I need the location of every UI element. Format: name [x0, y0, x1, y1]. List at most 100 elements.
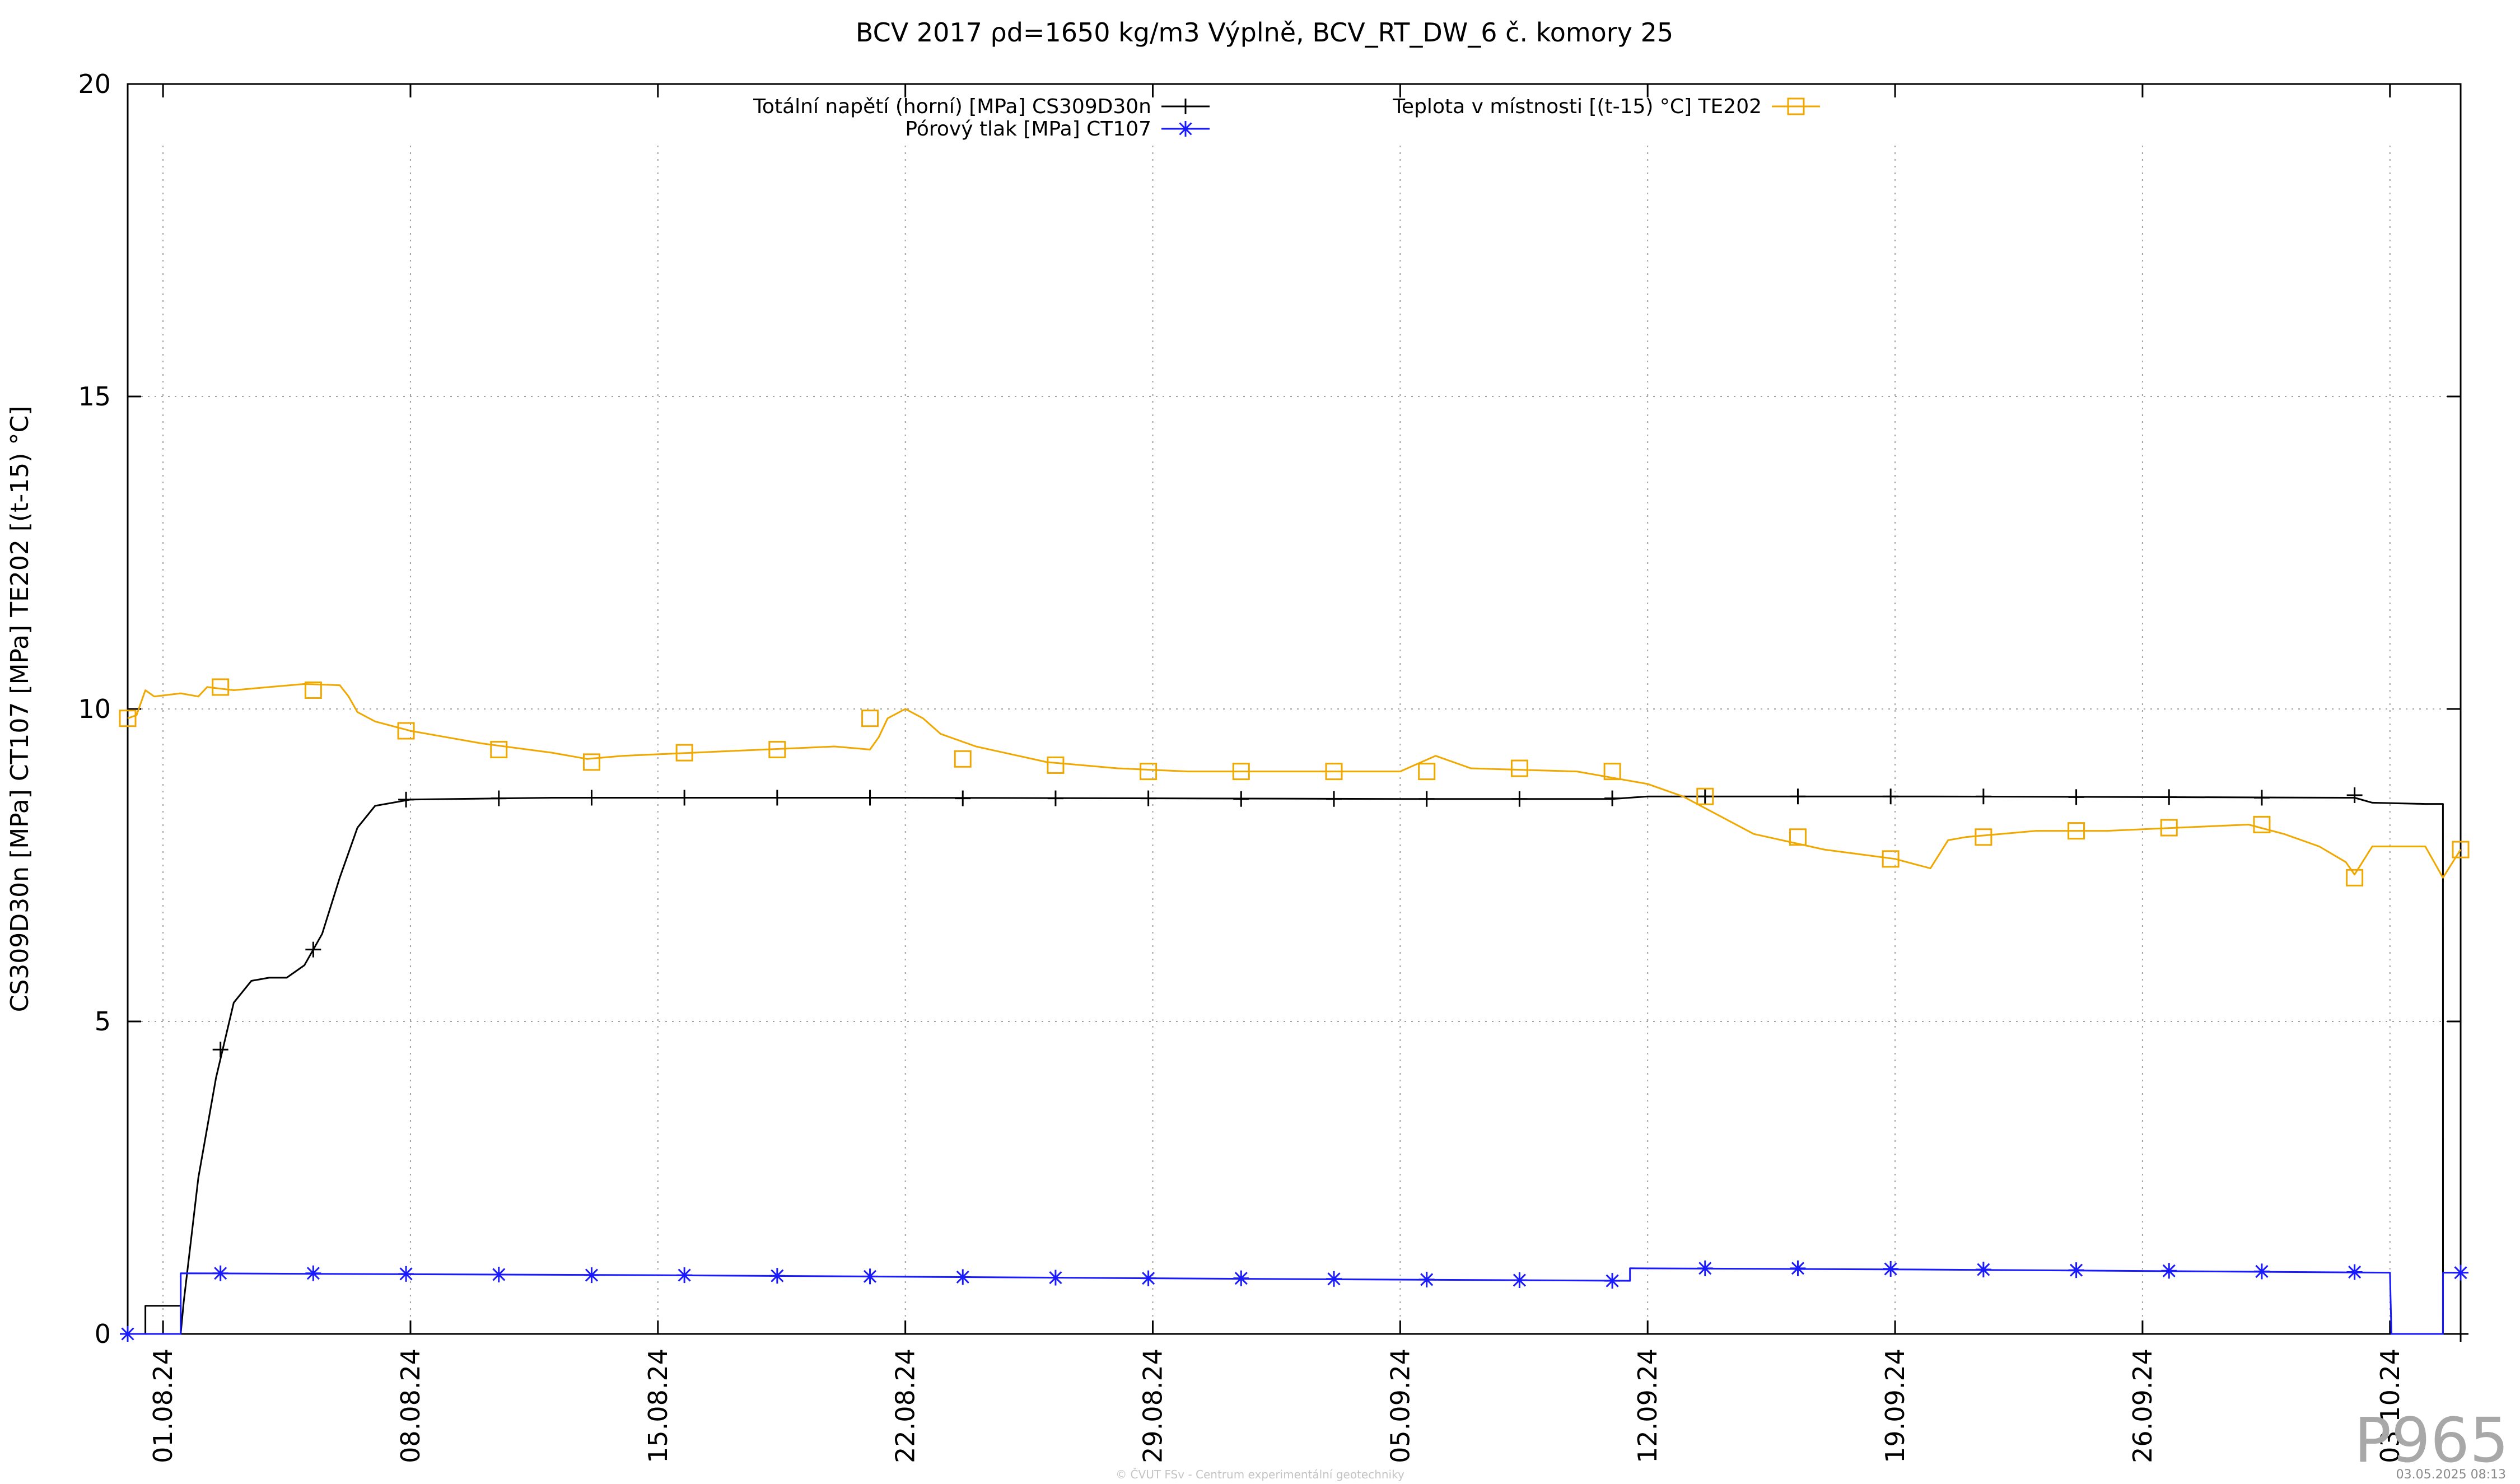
- x-tick-label: 05.09.24: [1385, 1348, 1415, 1463]
- data-point-room-temperature: [1789, 828, 1807, 846]
- x-tick-label: 15.08.24: [643, 1348, 673, 1463]
- data-point-room-temperature: [119, 710, 137, 727]
- data-point-pore-pressure: [2346, 1264, 2363, 1280]
- legend-label-room-temperature: Teplota v místnosti [(t-15) °C] TE202: [1392, 95, 1762, 118]
- data-point-room-temperature: [1603, 763, 1621, 781]
- data-point-total-stress: [1047, 790, 1063, 806]
- data-point-room-temperature: [2160, 819, 2178, 837]
- legend-swatch-total-stress: [1161, 99, 1210, 114]
- data-point-room-temperature: [1140, 763, 1158, 781]
- data-point-pore-pressure: [212, 1265, 228, 1281]
- data-point-total-stress: [2453, 1326, 2468, 1342]
- data-point-room-temperature: [768, 741, 786, 759]
- data-point-pore-pressure: [2453, 1264, 2468, 1281]
- legend-swatch-room-temperature: [1772, 97, 1820, 115]
- data-point-room-temperature: [1510, 759, 1528, 777]
- y-tick-label: 15: [78, 381, 111, 412]
- data-point-room-temperature: [1047, 756, 1065, 774]
- data-point-pore-pressure: [769, 1268, 785, 1284]
- series-lines: [127, 683, 2462, 1335]
- data-point-total-stress: [2346, 787, 2363, 804]
- legend-marker: [1787, 97, 1805, 115]
- y-axis-label: CS309D30n [MPa] CT107 [MPa] TE202 [(t-15…: [6, 406, 34, 1012]
- data-point-room-temperature: [2253, 815, 2271, 833]
- data-point-total-stress: [769, 790, 785, 806]
- series-line-room-temperature: [127, 683, 2462, 879]
- data-point-pore-pressure: [1697, 1260, 1713, 1276]
- data-point-pore-pressure: [1326, 1271, 1342, 1287]
- data-point-room-temperature: [1232, 763, 1250, 781]
- series-line-total-stress: [128, 795, 2461, 1335]
- data-point-total-stress: [1604, 790, 1621, 806]
- data-point-room-temperature: [2452, 841, 2470, 858]
- data-point-total-stress: [2253, 790, 2270, 806]
- legend: Totální napětí (horní) [MPa] CS309D30n P…: [753, 95, 1820, 141]
- data-point-total-stress: [1233, 791, 1249, 807]
- x-tick-label: 08.08.24: [395, 1348, 426, 1463]
- data-point-pore-pressure: [2161, 1263, 2177, 1279]
- data-point-pore-pressure: [1047, 1270, 1063, 1286]
- data-point-pore-pressure: [305, 1265, 321, 1281]
- x-tick-label: 26.09.24: [2127, 1348, 2158, 1463]
- data-point-total-stress: [862, 790, 878, 806]
- data-point-room-temperature: [861, 710, 879, 727]
- data-point-room-temperature: [2346, 869, 2364, 886]
- data-point-total-stress: [1418, 791, 1435, 807]
- y-tick-label: 20: [78, 69, 111, 99]
- chart-title: BCV 2017 ρd=1650 kg/m3 Výplně, BCV_RT_DW…: [856, 17, 1673, 48]
- watermark: P965: [2354, 1404, 2509, 1476]
- legend-entry-room-temperature: Teplota v místnosti [(t-15) °C] TE202: [1392, 95, 1820, 118]
- legend-swatch-pore-pressure: [1161, 121, 1210, 137]
- x-tick-label: 03.10.24: [2375, 1348, 2405, 1463]
- data-point-pore-pressure: [2253, 1263, 2270, 1280]
- data-point-total-stress: [1326, 791, 1342, 807]
- series-line-pore-pressure: [128, 1267, 2461, 1335]
- data-point-room-temperature: [1696, 787, 1714, 805]
- data-point-pore-pressure: [862, 1268, 878, 1285]
- x-tick-label: 29.08.24: [1138, 1348, 1168, 1463]
- data-point-total-stress: [2161, 789, 2177, 805]
- data-point-total-stress: [676, 790, 693, 806]
- data-point-total-stress: [584, 790, 600, 806]
- data-point-room-temperature: [675, 744, 693, 762]
- data-point-room-temperature: [2068, 822, 2085, 840]
- data-point-total-stress: [1511, 791, 1528, 807]
- data-point-total-stress: [2068, 789, 2084, 805]
- y-tick-labels: 0 5 10 15 20: [78, 69, 111, 1349]
- data-point-total-stress: [212, 1042, 228, 1058]
- data-point-pore-pressure: [398, 1266, 414, 1282]
- x-tick-label: 22.08.24: [890, 1348, 921, 1463]
- date-stamp: 03.05.2025 08:13: [2396, 1468, 2506, 1482]
- legend-entry-total-stress: Totální napětí (horní) [MPa] CS309D30n: [753, 95, 1210, 118]
- data-point-room-temperature: [397, 722, 415, 740]
- data-point-room-temperature: [304, 682, 322, 699]
- data-point-total-stress: [1140, 790, 1156, 806]
- data-point-total-stress: [1975, 788, 1991, 805]
- series-markers: [119, 678, 2470, 1342]
- x-tick-labels: 01.08.24 08.08.24 15.08.24 22.08.24 29.08.24…: [148, 1348, 2405, 1463]
- data-point-pore-pressure: [491, 1266, 507, 1282]
- data-point-pore-pressure: [1975, 1262, 1991, 1278]
- data-point-room-temperature: [490, 741, 508, 759]
- y-tick-label: 5: [95, 1006, 111, 1037]
- data-point-total-stress: [1697, 788, 1713, 805]
- data-point-total-stress: [955, 790, 971, 806]
- data-point-pore-pressure: [584, 1267, 600, 1284]
- data-point-total-stress: [1790, 788, 1806, 805]
- data-point-room-temperature: [1882, 850, 1900, 868]
- data-point-room-temperature: [1325, 763, 1343, 781]
- legend-entry-pore-pressure: Pórový tlak [MPa] CT107: [905, 118, 1210, 141]
- data-point-pore-pressure: [2068, 1262, 2084, 1278]
- legend-marker: [1178, 121, 1193, 137]
- data-point-pore-pressure: [120, 1326, 136, 1342]
- data-point-pore-pressure: [1790, 1260, 1806, 1276]
- data-point-total-stress: [305, 941, 321, 958]
- data-point-pore-pressure: [1418, 1271, 1435, 1287]
- data-point-pore-pressure: [1233, 1270, 1249, 1286]
- data-point-room-temperature: [212, 678, 230, 696]
- data-point-total-stress: [491, 790, 507, 806]
- x-tick-label: 01.08.24: [148, 1348, 178, 1463]
- data-point-room-temperature: [954, 750, 972, 768]
- x-tick-label: 19.09.24: [1880, 1348, 1910, 1463]
